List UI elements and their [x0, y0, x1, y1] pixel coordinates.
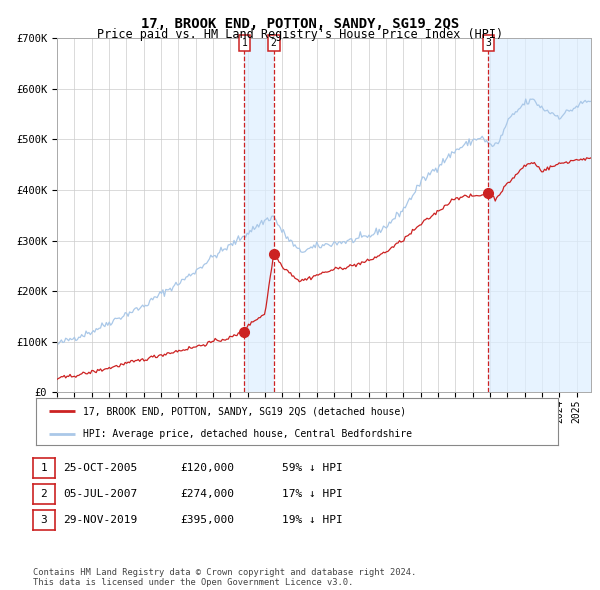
Text: 3: 3: [40, 515, 47, 525]
Text: HPI: Average price, detached house, Central Bedfordshire: HPI: Average price, detached house, Cent…: [83, 429, 412, 438]
Text: 25-OCT-2005: 25-OCT-2005: [63, 463, 137, 473]
Text: 2: 2: [271, 38, 277, 48]
Text: 59% ↓ HPI: 59% ↓ HPI: [282, 463, 343, 473]
Text: 29-NOV-2019: 29-NOV-2019: [63, 515, 137, 525]
Text: 1: 1: [40, 463, 47, 473]
Text: 3: 3: [485, 38, 491, 48]
Text: £120,000: £120,000: [180, 463, 234, 473]
Text: Contains HM Land Registry data © Crown copyright and database right 2024.
This d: Contains HM Land Registry data © Crown c…: [33, 568, 416, 587]
Bar: [244, 38, 274, 392]
Text: 17, BROOK END, POTTON, SANDY, SG19 2QS (detached house): 17, BROOK END, POTTON, SANDY, SG19 2QS (…: [83, 407, 406, 417]
Text: £395,000: £395,000: [180, 515, 234, 525]
Text: 19% ↓ HPI: 19% ↓ HPI: [282, 515, 343, 525]
Text: Price paid vs. HM Land Registry's House Price Index (HPI): Price paid vs. HM Land Registry's House …: [97, 28, 503, 41]
Bar: [488, 38, 591, 392]
Text: 17% ↓ HPI: 17% ↓ HPI: [282, 489, 343, 499]
Text: 2: 2: [40, 489, 47, 499]
Text: 05-JUL-2007: 05-JUL-2007: [63, 489, 137, 499]
Text: 17, BROOK END, POTTON, SANDY, SG19 2QS: 17, BROOK END, POTTON, SANDY, SG19 2QS: [141, 17, 459, 31]
Text: £274,000: £274,000: [180, 489, 234, 499]
Text: 1: 1: [241, 38, 247, 48]
